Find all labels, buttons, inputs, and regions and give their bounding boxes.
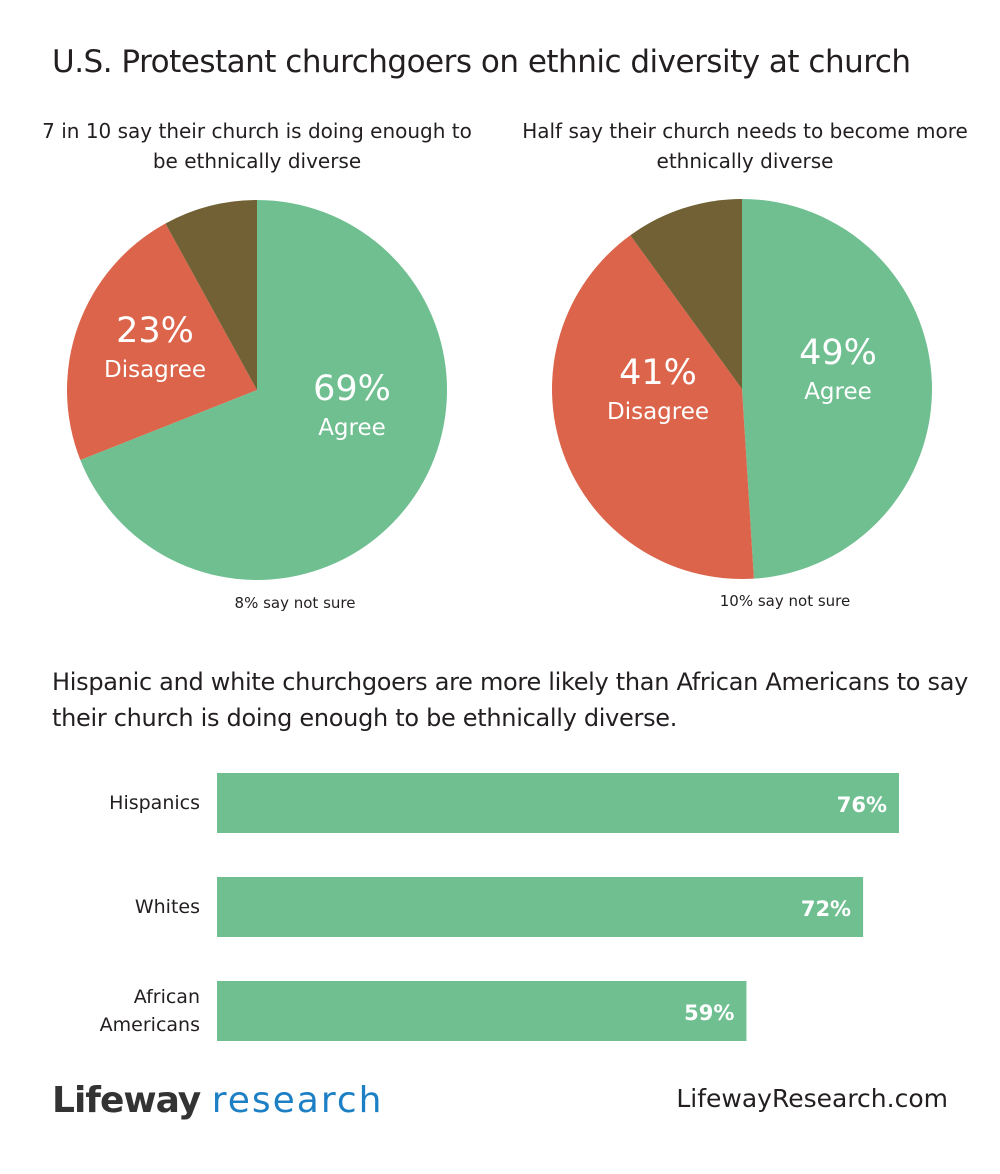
pie1-slice-agree — [80, 200, 448, 581]
bar — [217, 877, 864, 937]
bar-value-label: 72% — [801, 897, 851, 921]
pie-charts: 69% Agree 23% Disagree 49% Agree 41% Disagree — [66, 199, 932, 581]
bar-chart-title: Hispanic and white churchgoers are more … — [52, 668, 969, 732]
pie2-value-label: 49% — [799, 333, 877, 373]
pie2-note: 10% say not sure — [719, 592, 851, 610]
pie1-slice-disagree — [66, 223, 257, 460]
bar-chart: 76% 72% 59% — [217, 773, 899, 1041]
bar-category-label: African Americans — [50, 983, 200, 1039]
pie2-category-label: Agree — [804, 379, 872, 405]
pie2-value-label: 41% — [619, 353, 697, 393]
bar-category-label: Hispanics — [50, 789, 200, 817]
category-label-line: Whites — [134, 896, 200, 918]
pie1-category-label: Disagree — [104, 357, 206, 383]
bar-value-label: 59% — [684, 1001, 734, 1025]
pie1-subtitle: 7 in 10 say their church is doing enough… — [42, 119, 472, 173]
pie1-value-label: 23% — [116, 311, 194, 351]
category-label-line: Hispanics — [109, 792, 200, 814]
page-title: U.S. Protestant churchgoers on ethnic di… — [52, 44, 911, 80]
bar — [217, 773, 899, 833]
website-url: LifewayResearch.com — [676, 1084, 948, 1113]
bar-category-label: Whites — [50, 893, 200, 921]
pie1-note: 8% say not sure — [234, 594, 356, 612]
pie2-slice-agree — [742, 199, 932, 579]
pie1-value-label: 69% — [313, 369, 391, 409]
pie2-category-label: Disagree — [607, 399, 709, 425]
pie1-category-label: Agree — [318, 415, 386, 441]
pie1-slice-not-sure — [165, 200, 257, 390]
bar — [217, 981, 747, 1041]
category-label-line: African — [133, 986, 200, 1008]
pie2-slice-not-sure — [630, 199, 742, 389]
lifeway-research-logo: Lifeway research — [52, 1080, 384, 1121]
category-label-line: Americans — [99, 1014, 200, 1036]
pie2-subtitle: Half say their church needs to become mo… — [522, 119, 968, 173]
pie2-slice-disagree — [552, 235, 754, 579]
bar-value-label: 76% — [837, 793, 887, 817]
